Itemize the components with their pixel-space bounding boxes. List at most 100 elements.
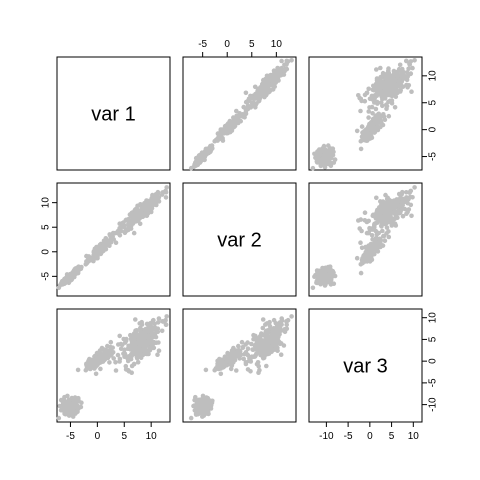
data-point (122, 230, 128, 236)
data-point (136, 338, 141, 344)
data-point (155, 329, 161, 335)
data-point (369, 135, 375, 140)
y-tick-label: 5 (41, 224, 52, 230)
data-point (113, 368, 119, 373)
data-point (117, 233, 123, 238)
data-point (362, 259, 368, 264)
data-point (397, 203, 402, 209)
data-point (391, 85, 396, 91)
data-point (117, 359, 122, 364)
data-point (260, 351, 266, 357)
data-point (206, 404, 211, 410)
data-point (245, 346, 251, 352)
data-point (115, 352, 121, 358)
data-point (133, 344, 139, 349)
data-point (68, 274, 73, 280)
data-point (326, 266, 331, 272)
data-point (260, 317, 266, 322)
data-point (239, 339, 245, 345)
data-point (364, 255, 369, 260)
axes-layer: -5 0 5 10 -10 -5 0 5 10 -5 0 5 10 -5 0 5 10 -5 0 5 10 -10 -5 0 5… (41, 39, 439, 442)
data-point (107, 360, 112, 365)
data-point (160, 190, 165, 195)
data-point (136, 214, 141, 220)
data-point (202, 403, 208, 408)
x-tick-label: 5 (121, 431, 127, 442)
data-point (378, 65, 383, 71)
data-point (148, 200, 153, 206)
data-point (117, 221, 122, 226)
data-point (138, 342, 144, 347)
data-point (152, 321, 157, 327)
data-point (382, 88, 387, 94)
data-point (273, 321, 279, 326)
y-tick-label: -5 (428, 152, 439, 161)
data-point (396, 83, 402, 89)
data-point (321, 278, 326, 284)
data-point (259, 86, 265, 91)
data-point (366, 115, 371, 120)
data-point (398, 89, 403, 94)
data-point (326, 161, 332, 167)
data-point (409, 213, 414, 219)
data-point (133, 328, 138, 334)
data-point (94, 350, 100, 356)
data-point (108, 344, 113, 350)
data-point (366, 230, 372, 236)
data-point (56, 285, 62, 291)
data-point (276, 68, 281, 74)
data-point (289, 314, 294, 319)
data-point (316, 274, 321, 280)
data-point (379, 100, 384, 105)
data-point (149, 345, 155, 350)
data-point (397, 78, 402, 84)
data-point (219, 362, 224, 367)
data-point (212, 367, 217, 373)
data-point (163, 195, 169, 200)
data-point (241, 356, 246, 362)
data-point (405, 200, 411, 206)
data-point (133, 317, 138, 322)
data-point (117, 225, 122, 231)
data-point (375, 99, 380, 105)
data-point (136, 335, 142, 340)
data-point (263, 83, 269, 89)
data-point (379, 221, 385, 227)
data-point (360, 130, 365, 135)
data-point (358, 96, 364, 102)
data-point (369, 127, 374, 133)
data-point (130, 335, 136, 341)
x-tick-label: 10 (271, 39, 283, 50)
data-point (310, 285, 316, 291)
data-point (63, 411, 68, 417)
data-point (155, 320, 161, 325)
y-tick-label: 0 (428, 358, 439, 364)
panel-frame (56, 308, 171, 423)
data-point (404, 70, 410, 75)
data-point (136, 350, 142, 356)
data-point (400, 72, 406, 78)
data-point (366, 218, 372, 224)
data-point (68, 410, 73, 415)
data-point (156, 340, 161, 345)
data-point (248, 105, 254, 110)
data-point (251, 95, 256, 101)
data-point (273, 74, 279, 79)
y-tick-label: -10 (428, 397, 439, 412)
data-point (374, 93, 380, 98)
data-point (366, 109, 372, 114)
data-point (243, 99, 249, 105)
data-point (387, 214, 393, 220)
x-tick-label: 0 (367, 431, 373, 442)
data-point (163, 322, 169, 327)
data-point (248, 359, 254, 364)
data-point (408, 71, 414, 76)
data-point (125, 367, 131, 373)
data-point (270, 347, 276, 353)
y-tick-label: 5 (428, 100, 439, 106)
data-point (234, 368, 239, 373)
data-point (282, 329, 288, 335)
data-point (384, 225, 390, 230)
data-point (103, 244, 108, 249)
data-point (278, 352, 284, 358)
